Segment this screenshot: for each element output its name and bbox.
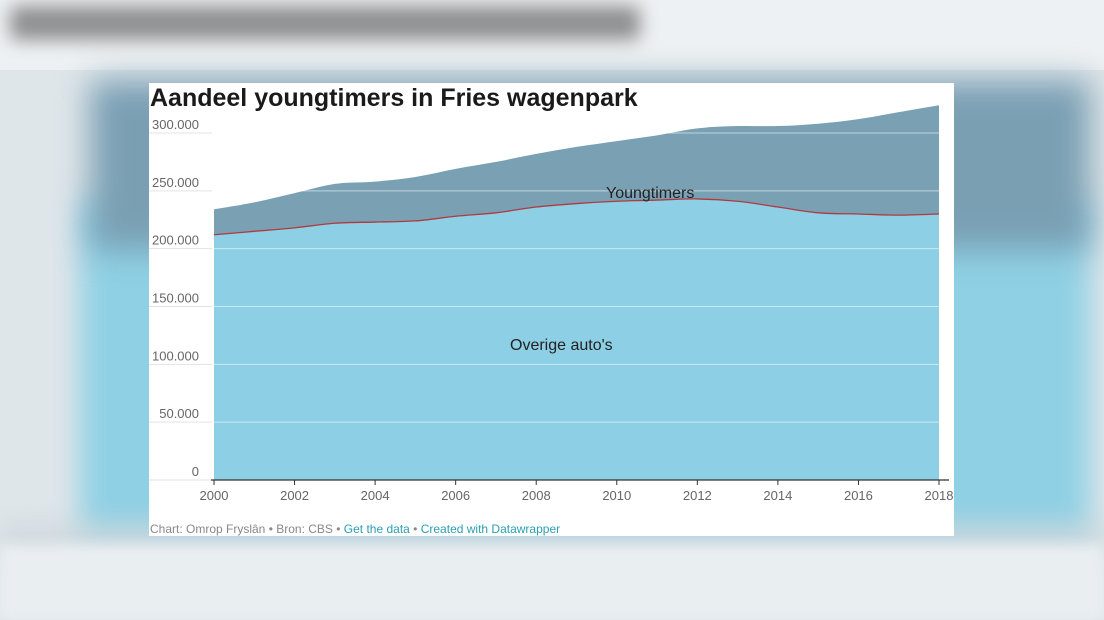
blurred-title-text (10, 6, 640, 40)
x-tick-label: 2012 (683, 488, 712, 503)
overige-autos-area (214, 198, 939, 480)
x-tick-label: 2010 (602, 488, 631, 503)
x-tick-label: 2004 (361, 488, 390, 503)
footer-credit: Chart: Omrop Fryslân • Bron: CBS • (150, 522, 344, 536)
overige-autos-area-label: Overige auto's (510, 337, 613, 354)
series-divider-line (213, 198, 940, 236)
y-tick-label: 0 (192, 464, 199, 479)
created-with-datawrapper-link[interactable]: Created with Datawrapper (420, 522, 561, 536)
chart-footer: Chart: Omrop Fryslân • Bron: CBS • Get t… (150, 522, 560, 536)
y-tick-label: 200.000 (152, 233, 199, 248)
youngtimers-area-label: Youngtimers (606, 185, 694, 202)
get-the-data-link[interactable]: Get the data (343, 522, 410, 536)
x-tick-label: 2000 (200, 488, 229, 503)
footer-separator: • (409, 522, 421, 536)
y-tick-label: 300.000 (152, 117, 199, 132)
x-tick-label: 2008 (522, 488, 551, 503)
y-tick-label: 150.000 (152, 291, 199, 306)
area-chart: 0 50.000 100.000 150.000 200.000 250.000 300.0… (149, 105, 954, 503)
x-tick-label: 2016 (844, 488, 873, 503)
background-bottom-band (0, 545, 1104, 620)
y-tick-label: 50.000 (159, 406, 199, 421)
y-tick-label: 250.000 (152, 175, 199, 190)
chart-card: 0 50.000 100.000 150.000 200.000 250.000 300.0… (149, 83, 954, 536)
x-tick-label: 2014 (763, 488, 792, 503)
x-tick-label: 2006 (441, 488, 470, 503)
x-tick-label: 2002 (280, 488, 309, 503)
y-tick-label: 100.000 (152, 348, 199, 363)
x-tick-label: 2018 (925, 488, 954, 503)
chart-title: Aandeel youngtimers in Fries wagenpark (150, 84, 638, 112)
